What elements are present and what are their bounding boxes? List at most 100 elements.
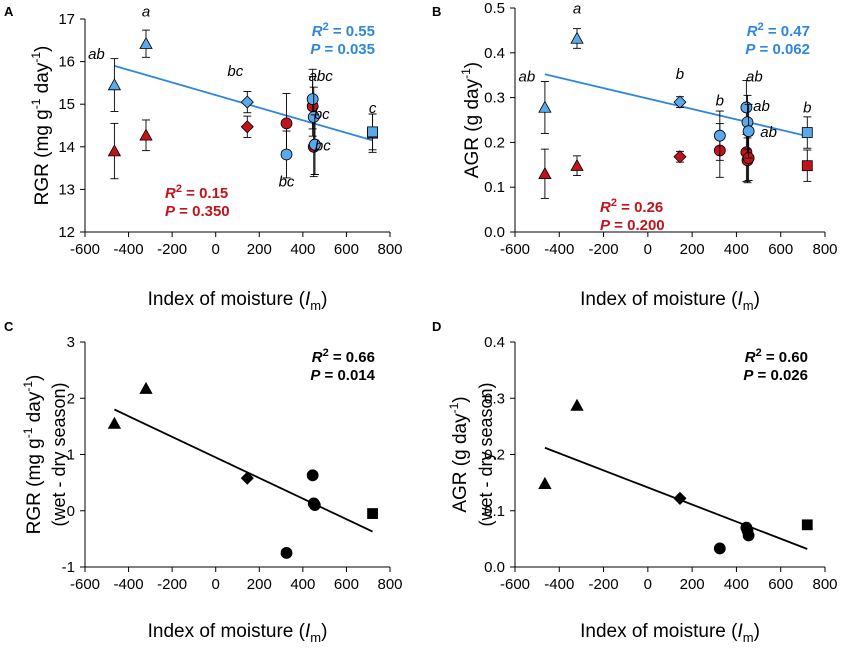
x-tick-label: -600 bbox=[70, 576, 100, 593]
p-value: = 0.350 bbox=[175, 203, 230, 220]
dry-triangle-marker bbox=[538, 166, 552, 179]
y-label-text: RGR (mg g bbox=[32, 109, 53, 205]
p-symbol: P bbox=[165, 203, 176, 220]
x-tick-label: 0 bbox=[212, 576, 220, 593]
y-label-superscript: -1 bbox=[29, 52, 43, 63]
y-tick-label: 0.5 bbox=[484, 0, 505, 17]
panel-d: -600 -400 -200 0 200 400 600 800 0.0 0.1 0.2 0.3 0.4… bbox=[432, 319, 838, 645]
x-tick-label: -400 bbox=[544, 241, 574, 258]
difference-triangle-marker bbox=[107, 416, 122, 429]
y-tick-label: 0.3 bbox=[484, 90, 505, 107]
y-tick-label: 2 bbox=[67, 390, 75, 407]
r-exponent: 2 bbox=[323, 21, 329, 33]
y-tick-label: 0.2 bbox=[484, 134, 505, 151]
difference-triangle-marker bbox=[139, 381, 153, 394]
p-value-text: P = 0.014 bbox=[310, 367, 375, 384]
significance-letter: ab bbox=[760, 124, 777, 141]
x-tick-label: 400 bbox=[724, 576, 749, 593]
y-tick-label: 0.1 bbox=[484, 503, 505, 520]
x-tick-label: 800 bbox=[812, 241, 837, 258]
x-label-symbol: I bbox=[305, 289, 311, 310]
r-squared-text: R2 = 0.26 bbox=[600, 197, 663, 216]
p-value-text: P = 0.035 bbox=[310, 41, 375, 58]
x-tick-label: 200 bbox=[680, 241, 705, 258]
difference-circle-marker bbox=[306, 469, 319, 482]
x-tick-label: -200 bbox=[589, 241, 619, 258]
r-symbol: R bbox=[165, 185, 176, 202]
x-tick-label: 600 bbox=[334, 576, 359, 593]
x-tick-label: -200 bbox=[157, 241, 187, 258]
x-axis-label: Index of moisture (Im) bbox=[148, 621, 328, 645]
wet-circle-marker bbox=[307, 111, 320, 123]
x-label-close: ) bbox=[321, 621, 327, 642]
p-symbol: P bbox=[600, 217, 611, 234]
y-tick-label: 0 bbox=[67, 503, 75, 520]
x-tick-label: 400 bbox=[724, 241, 749, 258]
panel-label: A bbox=[4, 4, 14, 19]
difference-circle-marker bbox=[742, 529, 755, 542]
significance-letter: bc bbox=[315, 138, 331, 155]
y-tick-label: 0.0 bbox=[484, 224, 505, 241]
x-label-close: ) bbox=[321, 289, 327, 310]
r-squared-text: R2 = 0.15 bbox=[165, 183, 228, 202]
y-tick-label: -1 bbox=[62, 559, 75, 576]
x-tick-label: -400 bbox=[114, 241, 144, 258]
p-value-text: P = 0.062 bbox=[745, 41, 810, 58]
x-label-text: Index of moisture ( bbox=[580, 621, 738, 642]
x-label-close: ) bbox=[754, 289, 760, 310]
dry-diamond-marker bbox=[673, 150, 687, 164]
x-label-text: Index of moisture ( bbox=[148, 289, 306, 310]
y-label-text: AGR (g day bbox=[462, 78, 483, 178]
panel-label: B bbox=[432, 4, 441, 19]
r-squared-text: R2 = 0.60 bbox=[745, 347, 808, 366]
x-tick-label: 600 bbox=[768, 576, 793, 593]
significance-letter: bc bbox=[227, 63, 243, 80]
x-tick-label: 0 bbox=[212, 241, 220, 258]
difference-triangle-marker bbox=[570, 398, 584, 411]
r-squared-text: R2 = 0.66 bbox=[312, 347, 375, 366]
p-symbol: P bbox=[745, 41, 756, 58]
y-axis-label: RGR (mg g-1 day-1) bbox=[29, 46, 53, 206]
x-label-subscript: m bbox=[743, 298, 754, 313]
x-tick-label: 600 bbox=[334, 241, 359, 258]
y-label-superscript: -1 bbox=[21, 427, 35, 438]
difference-circle-marker bbox=[713, 542, 726, 555]
x-tick-label: -200 bbox=[157, 576, 187, 593]
wet-circle-marker bbox=[280, 148, 293, 161]
y-label-close: ) bbox=[32, 46, 53, 52]
y-tick-label: 15 bbox=[58, 96, 75, 113]
p-value: = 0.026 bbox=[753, 367, 808, 384]
wet-square-marker bbox=[801, 127, 813, 138]
y-tick-label: 17 bbox=[58, 11, 75, 28]
panel-b: -600 -400 -200 0 200 400 600 800 0.0 0.1 0.2 0.3 0.4… bbox=[432, 0, 838, 313]
significance-letter: b bbox=[676, 66, 684, 83]
significance-letter: ab bbox=[519, 68, 536, 85]
y-tick-label: 0.4 bbox=[484, 45, 505, 62]
significance-letter: ab bbox=[753, 98, 770, 115]
significance-letter: b bbox=[803, 100, 811, 117]
x-tick-label: 800 bbox=[377, 576, 402, 593]
dry-square-marker bbox=[801, 160, 813, 172]
x-label-close: ) bbox=[754, 621, 760, 642]
wet-square-marker bbox=[367, 126, 378, 138]
x-tick-label: -200 bbox=[589, 576, 619, 593]
x-tick-label: -400 bbox=[114, 576, 144, 593]
x-axis-label: Index of moisture (Im) bbox=[580, 621, 760, 645]
p-value: = 0.200 bbox=[610, 217, 665, 234]
y-tick-label: 1 bbox=[67, 447, 75, 464]
x-label-text: Index of moisture ( bbox=[148, 621, 306, 642]
y-axis-label: RGR (mg g-1 day-1) bbox=[21, 375, 45, 535]
wet-circle-marker bbox=[713, 129, 726, 142]
y-label-close: ) bbox=[462, 62, 483, 68]
y-tick-label: 12 bbox=[58, 224, 75, 241]
y-axis-label-secondary: (wet - dry season) bbox=[49, 382, 69, 526]
x-tick-label: 400 bbox=[290, 576, 315, 593]
y-label-superscript: -1 bbox=[21, 381, 35, 392]
r-squared-value: = 0.66 bbox=[329, 349, 375, 366]
x-axis-label: Index of moisture (Im) bbox=[580, 289, 760, 313]
x-label-symbol: I bbox=[737, 289, 743, 310]
y-tick-label: 13 bbox=[58, 181, 75, 198]
difference-square-marker bbox=[801, 519, 813, 531]
difference-circle-marker bbox=[280, 547, 293, 559]
difference-diamond-marker bbox=[240, 471, 254, 485]
